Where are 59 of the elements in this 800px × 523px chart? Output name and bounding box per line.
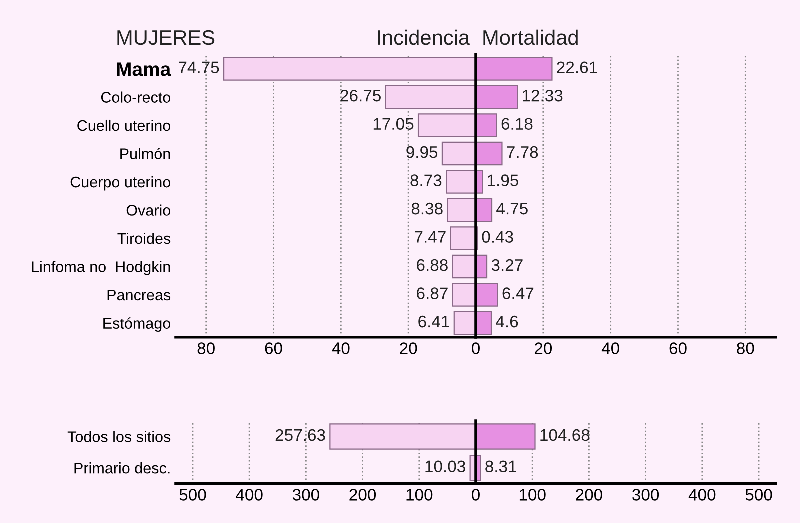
x-tick-label: 40 — [332, 342, 350, 354]
x-tick-label: 300 — [632, 489, 660, 501]
data-label: 6.88 — [417, 259, 448, 272]
y-tick-label: Linfoma no Hodgkin — [32, 261, 170, 276]
x-tick-label: 200 — [350, 489, 376, 501]
x-tick-label: 0 — [472, 489, 480, 501]
data-label: 12.33 — [523, 90, 563, 102]
data-label: 104.68 — [540, 429, 590, 442]
y-tick-label: Todos los sitios — [68, 431, 171, 442]
x-tick-label: 20 — [534, 342, 552, 354]
data-label: 22.61 — [557, 62, 598, 74]
x-tick-label: 20 — [400, 342, 418, 354]
x-tick-label: 300 — [292, 489, 320, 501]
chart-title: Mortalidad — [484, 30, 578, 46]
x-tick-label: 60 — [670, 342, 687, 354]
data-label: 6.41 — [418, 316, 450, 328]
x-tick-label: 80 — [198, 342, 215, 354]
data-label: 3.27 — [492, 259, 523, 272]
x-tick-label: 60 — [265, 342, 282, 354]
y-tick-label: Colo-recto — [101, 92, 171, 103]
y-tick-label: Mama — [117, 62, 172, 76]
data-label: 6.47 — [502, 288, 534, 300]
data-label: 1.95 — [488, 174, 518, 186]
data-label: 7.47 — [415, 231, 446, 243]
y-tick-label: Cuerpo uterino — [70, 176, 171, 191]
x-tick-label: 80 — [737, 342, 754, 354]
data-label: 8.73 — [410, 174, 442, 186]
chart-title: Incidencia — [378, 30, 470, 46]
text: MUJERES — [118, 30, 215, 46]
data-label: 257.63 — [276, 429, 326, 442]
x-tick-label: 500 — [180, 489, 206, 501]
y-tick-label: Estómago — [104, 318, 170, 332]
data-label: 26.75 — [340, 90, 381, 102]
x-tick-label: 40 — [602, 342, 620, 354]
data-label: 10.03 — [426, 460, 466, 473]
y-tick-label: Cuello uterino — [78, 120, 171, 132]
y-tick-label: Ovario — [126, 204, 170, 216]
data-label: 6.18 — [502, 118, 533, 130]
data-label: 4.75 — [496, 203, 528, 215]
y-tick-label: Tiroides — [118, 232, 171, 244]
data-label: 6.87 — [417, 288, 448, 300]
data-label: 74.75 — [179, 62, 220, 74]
data-label: 17.05 — [374, 118, 414, 130]
x-tick-label: 500 — [746, 489, 772, 501]
y-tick-label: Pancreas — [108, 290, 171, 301]
x-tick-label: 100 — [520, 489, 546, 501]
data-label: 4.6 — [496, 316, 518, 328]
y-tick-label: Pulmón — [120, 148, 170, 160]
data-label: 0.43 — [482, 231, 514, 243]
x-tick-label: 400 — [236, 489, 263, 501]
x-tick-label: 100 — [406, 489, 433, 501]
x-tick-label: 200 — [576, 489, 602, 501]
data-label: 8.38 — [412, 202, 443, 215]
data-label: 7.78 — [507, 146, 538, 158]
x-tick-label: 400 — [688, 489, 716, 501]
data-label: 9.95 — [406, 146, 438, 158]
y-tick-label: Primario desc. — [74, 462, 170, 474]
data-label: 8.31 — [486, 460, 516, 473]
x-tick-label: 0 — [472, 342, 480, 354]
